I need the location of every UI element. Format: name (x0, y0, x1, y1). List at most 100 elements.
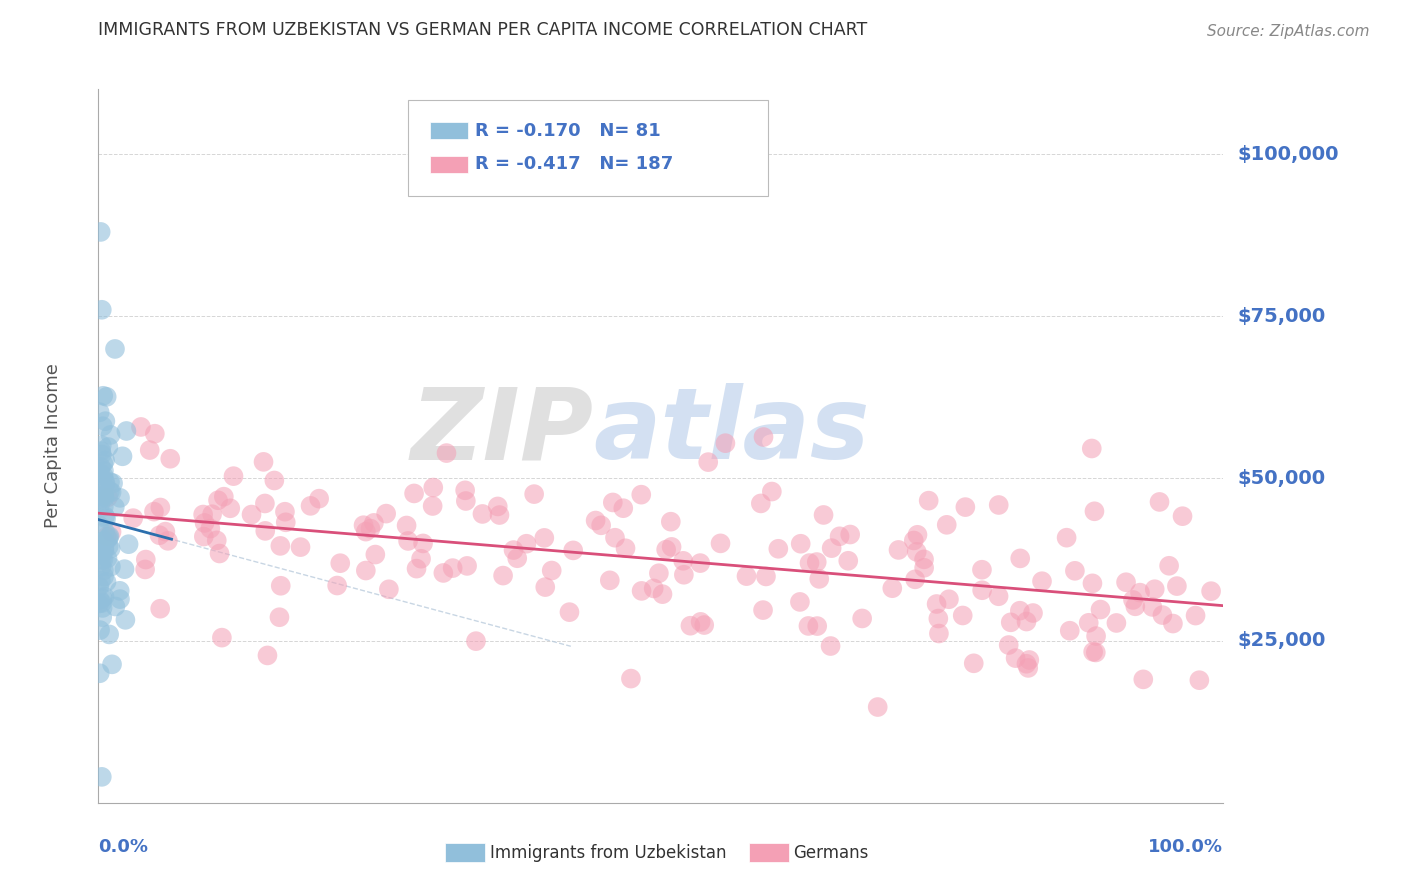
Point (91, 535, 114, 549)
FancyBboxPatch shape (444, 844, 485, 862)
Point (749, 496, 772, 510)
Point (93, 552, 115, 566)
Point (789, 595, 811, 609)
Point (912, 552, 935, 566)
Point (432, 566, 454, 580)
FancyBboxPatch shape (408, 100, 768, 196)
Point (94, 414, 117, 428)
Point (972, 583, 994, 598)
Text: R = -0.170   N= 81: R = -0.170 N= 81 (475, 121, 661, 139)
FancyBboxPatch shape (430, 155, 468, 173)
Point (821, 541, 844, 556)
Point (851, 611, 873, 625)
Point (100, 485, 122, 500)
Point (148, 528, 170, 542)
Point (93, 488, 115, 502)
Point (1105, 615, 1128, 630)
Point (89, 405, 111, 419)
Point (104, 500, 127, 514)
Text: Immigrants from Uzbekistan: Immigrants from Uzbekistan (489, 844, 727, 862)
Point (87, 491, 110, 506)
Point (89, 593, 111, 607)
Point (1188, 673, 1211, 688)
Text: Per Capita Income: Per Capita Income (45, 364, 62, 528)
Point (1015, 657, 1038, 671)
Point (808, 572, 831, 586)
Point (714, 436, 737, 450)
Point (534, 580, 557, 594)
Point (93, 543, 115, 558)
Point (806, 619, 828, 633)
Point (1090, 602, 1112, 616)
Point (955, 500, 977, 515)
Point (90, 547, 112, 561)
Point (612, 501, 634, 516)
Point (87, 494, 110, 508)
Point (96, 530, 118, 544)
Text: $25,000: $25,000 (1237, 632, 1326, 650)
Point (799, 556, 821, 570)
Point (655, 542, 678, 557)
Point (987, 498, 1010, 512)
Point (93, 491, 115, 505)
Point (1132, 673, 1154, 687)
Point (89, 666, 111, 681)
Point (492, 568, 515, 582)
Point (89, 497, 111, 511)
Point (837, 554, 859, 568)
Point (752, 430, 775, 444)
Point (104, 599, 127, 614)
Point (1149, 495, 1171, 509)
Point (90, 574, 112, 588)
Point (90, 545, 112, 559)
Point (997, 638, 1019, 652)
Point (101, 657, 124, 672)
Point (93, 563, 115, 577)
Point (94, 453, 117, 467)
Point (353, 518, 375, 533)
Point (1017, 661, 1039, 675)
Point (91, 601, 114, 615)
Point (1184, 608, 1206, 623)
Point (252, 455, 274, 469)
Point (360, 522, 382, 536)
Point (1081, 576, 1104, 591)
Point (697, 455, 720, 469)
Point (1142, 599, 1164, 614)
Point (94, 525, 117, 540)
Point (91, 596, 114, 610)
Point (907, 528, 929, 542)
Text: $50,000: $50,000 (1237, 469, 1326, 488)
Point (672, 567, 695, 582)
Point (970, 563, 993, 577)
Point (159, 451, 181, 466)
Point (1152, 608, 1174, 623)
Point (1008, 604, 1031, 618)
Point (409, 551, 432, 566)
Point (689, 615, 711, 629)
Point (222, 469, 245, 483)
Point (100, 559, 122, 574)
Point (903, 533, 925, 548)
Point (93, 541, 115, 556)
Point (533, 531, 555, 545)
Point (540, 564, 562, 578)
Point (806, 555, 828, 569)
Point (101, 476, 124, 491)
FancyBboxPatch shape (430, 122, 468, 139)
Point (90, 448, 112, 462)
Point (454, 483, 477, 498)
Point (254, 524, 277, 538)
Point (987, 589, 1010, 603)
Point (735, 569, 758, 583)
Point (108, 583, 131, 598)
Point (422, 481, 444, 495)
Point (149, 500, 172, 515)
Point (952, 608, 974, 623)
Point (156, 533, 179, 548)
Point (100, 541, 122, 556)
Point (1015, 615, 1038, 629)
Point (354, 564, 377, 578)
Point (89, 580, 111, 594)
Point (269, 610, 291, 624)
